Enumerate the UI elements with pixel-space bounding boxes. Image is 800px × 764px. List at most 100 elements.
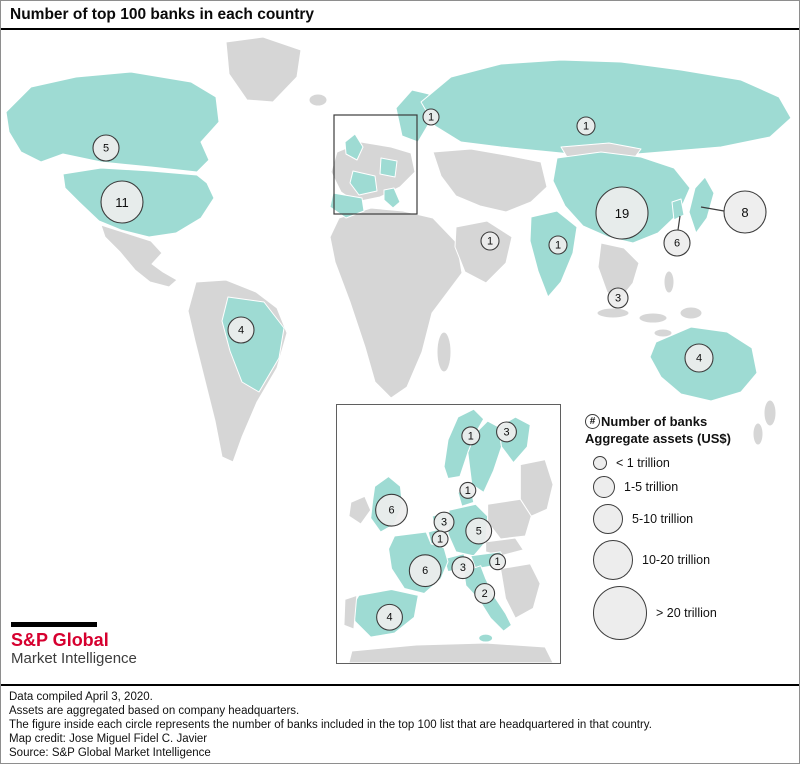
bank-count-marker-australia: [684, 343, 714, 373]
bank-count-marker-india: [548, 235, 568, 255]
country-canada: [5, 71, 220, 173]
bank-count-marker-norway: [461, 426, 481, 446]
country-germany: [379, 157, 398, 178]
logo-division-text: Market Intelligence: [11, 650, 137, 667]
legend-assets-label: Aggregate assets (US$): [585, 431, 731, 446]
bank-count-marker-germany: [465, 517, 493, 545]
region-arabian-peninsula: [454, 220, 513, 284]
country-russia: [420, 59, 792, 158]
bank-count-marker-brazil: [227, 316, 255, 344]
europe-landmass: [343, 408, 554, 663]
bank-count-marker-netherlands: [433, 511, 455, 533]
legend-item-label: 10-20 trillion: [642, 553, 711, 567]
logo-brand-text: S&P Global: [11, 630, 109, 650]
marker-leader-line: [700, 206, 725, 212]
bank-count-marker-italy: [474, 583, 496, 604]
legend-item: 1-5 trillion: [593, 476, 793, 498]
legend-count-head: # Number of banks: [585, 414, 793, 429]
bank-count-marker-qatar: [480, 231, 500, 251]
region-indonesia-1: [596, 307, 630, 319]
bank-count-marker-south-korea: [663, 229, 691, 257]
legend-item: 5-10 trillion: [593, 504, 793, 534]
region-indonesia-4: [653, 328, 673, 338]
number-of-banks-icon: #: [585, 414, 600, 429]
world-landmass: [5, 36, 792, 463]
region-indonesia-2: [638, 312, 668, 324]
europe-inset-outline: [333, 114, 418, 215]
country-new-zealand-south: [752, 422, 764, 446]
bank-count-marker-united-kingdom: [375, 493, 408, 527]
bank-count-marker-singapore: [607, 287, 629, 309]
bank-count-marker-spain: [376, 603, 403, 631]
footer-notes: Data compiled April 3, 2020. Assets are …: [1, 684, 799, 763]
country-iceland: [308, 93, 328, 107]
bank-count-marker-denmark: [459, 481, 477, 499]
legend-item: > 20 trillion: [593, 586, 793, 640]
country-italy: [383, 187, 401, 209]
inset-region-balkans: [500, 563, 541, 619]
bank-count-marker-japan: [723, 190, 767, 234]
country-mexico: [100, 224, 178, 288]
legend-size-circle: [593, 586, 647, 640]
legend-item-label: 5-10 trillion: [632, 512, 694, 526]
bank-count-marker-austria: [489, 553, 507, 571]
bank-count-marker-france: [408, 554, 442, 588]
country-united-kingdom: [344, 133, 364, 161]
inset-country-portugal: [343, 594, 358, 630]
inset-region-north-africa: [348, 642, 554, 663]
region-indonesia-3: [679, 306, 703, 320]
bank-count-marker-russia: [576, 116, 596, 136]
bank-count-marker-sweden: [496, 421, 517, 443]
bank-count-marker-united-states: [100, 180, 144, 224]
bank-count-marker-belgium: [431, 530, 449, 548]
legend-item-label: 1-5 trillion: [624, 480, 679, 494]
bank-count-marker-switzerland: [451, 556, 475, 580]
legend-size-circle: [593, 456, 607, 470]
legend-size-scale: < 1 trillion 1-5 trillion 5-10 trillion 10-…: [585, 456, 793, 640]
inset-country-norway: [443, 408, 485, 479]
bank-count-marker-norway: [422, 108, 440, 126]
region-europe-mainland: [330, 141, 416, 203]
footer-line-aggregation: Assets are aggregated based on company h…: [9, 705, 300, 717]
inset-region-sicily: [478, 633, 494, 643]
country-france: [349, 170, 378, 196]
logo-top-bar: [11, 622, 97, 627]
sp-global-logo: S&P Global Market Intelligence: [11, 622, 137, 668]
country-south-korea: [671, 198, 685, 221]
title-bar: Number of top 100 banks in each country: [1, 1, 799, 30]
legend-item-label: < 1 trillion: [616, 456, 670, 470]
footer-line-source: Source: S&P Global Market Intelligence: [9, 747, 211, 759]
country-new-zealand-north: [763, 399, 777, 427]
footer-line-compiled: Data compiled April 3, 2020.: [9, 691, 153, 703]
legend-size-circle: [593, 504, 623, 534]
inset-region-czech-slovakia: [485, 537, 524, 557]
country-india: [529, 210, 578, 298]
country-philippines: [663, 270, 675, 294]
page-title: Number of top 100 banks in each country: [10, 6, 315, 23]
legend-item-label: > 20 trillion: [656, 606, 717, 620]
bank-count-marker-china: [595, 186, 649, 240]
inset-country-poland: [487, 498, 532, 540]
inset-country-ireland: [348, 495, 372, 525]
footer-line-explanation: The figure inside each circle represents…: [9, 719, 652, 731]
region-central-asia: [432, 148, 548, 213]
country-greenland: [225, 36, 302, 103]
legend-item: < 1 trillion: [593, 456, 793, 470]
legend: # Number of banks Aggregate assets (US$)…: [585, 414, 793, 646]
footer-line-map-credit: Map credit: Jose Miguel Fidel C. Javier: [9, 733, 208, 745]
continent-africa: [329, 207, 463, 399]
country-japan: [688, 176, 715, 234]
legend-item: 10-20 trillion: [593, 540, 793, 580]
bank-count-marker-canada: [92, 134, 120, 162]
country-madagascar: [436, 331, 452, 373]
legend-size-circle: [593, 476, 615, 498]
legend-size-circle: [593, 540, 633, 580]
marker-leader-line: [677, 215, 681, 231]
world-leader-lines: [677, 206, 725, 231]
legend-count-label: Number of banks: [601, 414, 708, 429]
